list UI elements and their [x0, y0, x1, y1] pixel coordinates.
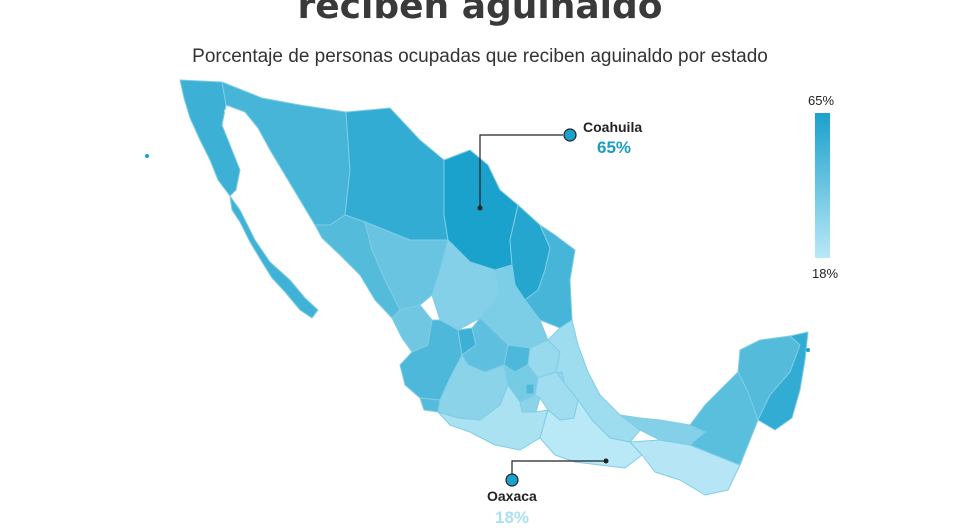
- state-oaxaca: [539, 399, 643, 469]
- state-tamaulipas: [524, 224, 576, 329]
- state-guerrero: [437, 384, 549, 451]
- state-baja-california: [179, 79, 241, 197]
- state-ciudad-de-mexico: [525, 383, 535, 395]
- chart-title: reciben aguinaldo: [297, 0, 663, 27]
- state-zacatecas: [431, 239, 501, 331]
- state-nayarit: [391, 304, 433, 353]
- gulf-of-california: [224, 110, 325, 270]
- coahuila-callout-line: [477, 128, 577, 211]
- chart-subtitle: Porcentaje de personas ocupadas que reci…: [192, 46, 768, 67]
- oaxaca-callout-name: Oaxaca: [487, 488, 537, 504]
- island-marker: [145, 154, 149, 158]
- oaxaca-callout-line: [505, 458, 609, 487]
- legend-min-label: 18%: [812, 266, 839, 281]
- state-quintana-roo: [757, 331, 809, 431]
- coahuila-callout-name: Coahuila: [583, 119, 643, 135]
- oaxaca-callout-value: 18%: [495, 508, 530, 527]
- legend-max-label: 65%: [808, 93, 835, 108]
- state-baja-california-sur: [229, 195, 319, 319]
- coahuila-callout-value: 65%: [597, 138, 632, 157]
- legend-gradient-bar: [815, 113, 830, 258]
- island-marker: [806, 348, 810, 352]
- state-colima: [419, 397, 441, 413]
